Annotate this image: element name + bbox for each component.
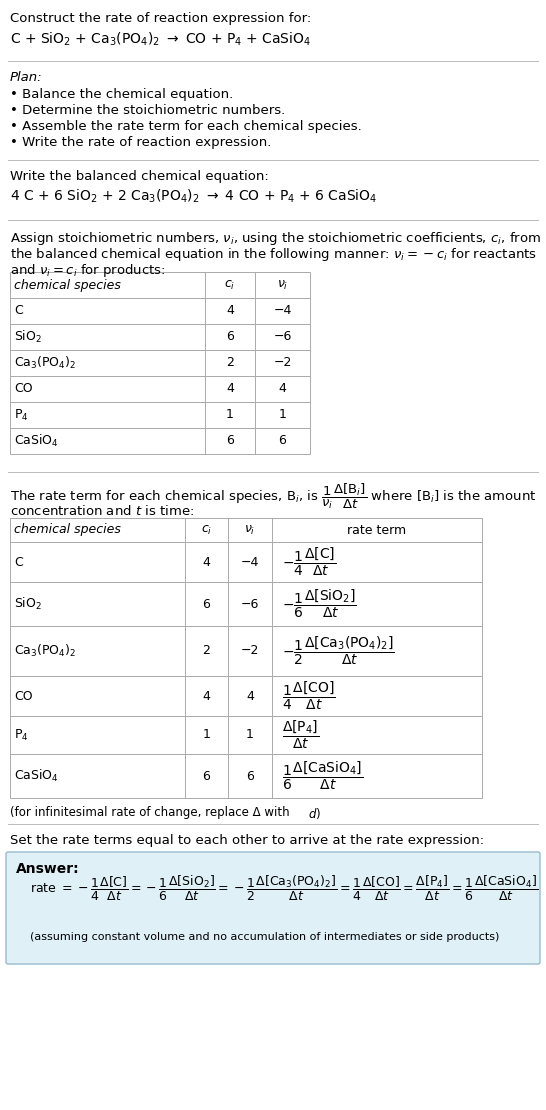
Bar [10, 676, 482, 716]
Text: concentration and $t$ is time:: concentration and $t$ is time: [10, 504, 194, 518]
Text: 6: 6 [226, 331, 234, 343]
Text: $\nu_i$: $\nu_i$ [277, 279, 288, 292]
Text: −6: −6 [274, 331, 292, 343]
Text: 4: 4 [226, 304, 234, 317]
Text: rate term: rate term [347, 524, 407, 536]
Bar [10, 754, 482, 798]
Text: $\nu_i$: $\nu_i$ [244, 524, 256, 536]
Text: −6: −6 [241, 597, 259, 611]
Text: 1: 1 [246, 728, 254, 741]
Text: $d$): $d$) [308, 806, 321, 821]
Text: 4: 4 [278, 383, 287, 395]
Bar [10, 428, 310, 454]
Text: −4: −4 [274, 304, 292, 317]
Bar [10, 350, 310, 376]
Text: CaSiO$_4$: CaSiO$_4$ [14, 433, 59, 450]
Bar [10, 582, 482, 626]
Text: chemical species: chemical species [14, 524, 121, 536]
Text: SiO$_2$: SiO$_2$ [14, 329, 42, 345]
Text: Set the rate terms equal to each other to arrive at the rate expression:: Set the rate terms equal to each other t… [10, 834, 484, 847]
Text: 6: 6 [226, 434, 234, 447]
Text: chemical species: chemical species [14, 279, 121, 292]
Text: 6: 6 [203, 597, 210, 611]
Text: • Determine the stoichiometric numbers.: • Determine the stoichiometric numbers. [10, 104, 285, 117]
Text: 6: 6 [246, 769, 254, 783]
Text: 4 C + 6 SiO$_2$ + 2 Ca$_3$(PO$_4$)$_2$ $\rightarrow$ 4 CO + P$_4$ + 6 CaSiO$_4$: 4 C + 6 SiO$_2$ + 2 Ca$_3$(PO$_4$)$_2$ $… [10, 188, 377, 205]
Text: the balanced chemical equation in the following manner: $\nu_i = -c_i$ for react: the balanced chemical equation in the fo… [10, 246, 537, 263]
Bar [10, 716, 482, 754]
Bar [10, 272, 310, 297]
Text: $-\dfrac{1}{4}\dfrac{\Delta[\mathrm{C}]}{\Delta t}$: $-\dfrac{1}{4}\dfrac{\Delta[\mathrm{C}]}… [282, 546, 336, 578]
Text: • Assemble the rate term for each chemical species.: • Assemble the rate term for each chemic… [10, 120, 362, 133]
Text: $c_i$: $c_i$ [201, 524, 212, 536]
Text: • Write the rate of reaction expression.: • Write the rate of reaction expression. [10, 137, 271, 149]
Text: 1: 1 [278, 408, 287, 422]
Text: CaSiO$_4$: CaSiO$_4$ [14, 768, 59, 784]
Text: −2: −2 [274, 356, 292, 370]
Text: The rate term for each chemical species, B$_i$, is $\dfrac{1}{\nu_i}\dfrac{\Delt: The rate term for each chemical species,… [10, 482, 536, 512]
Bar [10, 626, 482, 676]
Text: C + SiO$_2$ + Ca$_3$(PO$_4$)$_2$ $\rightarrow$ CO + P$_4$ + CaSiO$_4$: C + SiO$_2$ + Ca$_3$(PO$_4$)$_2$ $\right… [10, 31, 311, 49]
Text: (assuming constant volume and no accumulation of intermediates or side products): (assuming constant volume and no accumul… [30, 932, 500, 942]
Text: CO: CO [14, 689, 33, 703]
Text: 4: 4 [246, 689, 254, 703]
Text: 6: 6 [203, 769, 210, 783]
Text: and $\nu_i = c_i$ for products:: and $\nu_i = c_i$ for products: [10, 262, 165, 279]
Text: $-\dfrac{1}{2}\dfrac{\Delta[\mathrm{Ca}_3(\mathrm{PO}_4)_2]}{\Delta t}$: $-\dfrac{1}{2}\dfrac{\Delta[\mathrm{Ca}_… [282, 635, 395, 667]
Text: rate $= -\dfrac{1}{4}\dfrac{\Delta[\mathrm{C}]}{\Delta t} = -\dfrac{1}{6}\dfrac{: rate $= -\dfrac{1}{4}\dfrac{\Delta[\math… [30, 874, 538, 902]
Text: SiO$_2$: SiO$_2$ [14, 596, 42, 612]
Text: $-\dfrac{1}{6}\dfrac{\Delta[\mathrm{SiO}_2]}{\Delta t}$: $-\dfrac{1}{6}\dfrac{\Delta[\mathrm{SiO}… [282, 588, 357, 620]
Text: 1: 1 [226, 408, 234, 422]
Bar [10, 402, 310, 428]
Text: Assign stoichiometric numbers, $\nu_i$, using the stoichiometric coefficients, $: Assign stoichiometric numbers, $\nu_i$, … [10, 230, 541, 248]
Text: Plan:: Plan: [10, 71, 43, 84]
Text: CO: CO [14, 383, 33, 395]
Text: (for infinitesimal rate of change, replace Δ with: (for infinitesimal rate of change, repla… [10, 806, 293, 819]
Text: C: C [14, 555, 23, 568]
Text: 2: 2 [203, 645, 210, 657]
Text: Ca$_3$(PO$_4$)$_2$: Ca$_3$(PO$_4$)$_2$ [14, 643, 76, 659]
FancyBboxPatch shape [6, 852, 540, 963]
Text: Answer:: Answer: [16, 862, 80, 876]
Text: 4: 4 [203, 555, 210, 568]
Text: P$_4$: P$_4$ [14, 407, 28, 423]
Bar [10, 324, 310, 350]
Text: Construct the rate of reaction expression for:: Construct the rate of reaction expressio… [10, 12, 311, 26]
Bar [10, 297, 310, 324]
Text: −4: −4 [241, 555, 259, 568]
Text: 4: 4 [203, 689, 210, 703]
Text: 4: 4 [226, 383, 234, 395]
Text: $\dfrac{1}{6}\dfrac{\Delta[\mathrm{CaSiO}_4]}{\Delta t}$: $\dfrac{1}{6}\dfrac{\Delta[\mathrm{CaSiO… [282, 760, 364, 793]
Text: $\dfrac{\Delta[\mathrm{P}_4]}{\Delta t}$: $\dfrac{\Delta[\mathrm{P}_4]}{\Delta t}$ [282, 719, 319, 751]
Bar [10, 518, 482, 542]
Text: P$_4$: P$_4$ [14, 727, 28, 743]
Text: 2: 2 [226, 356, 234, 370]
Bar [10, 542, 482, 582]
Text: Ca$_3$(PO$_4$)$_2$: Ca$_3$(PO$_4$)$_2$ [14, 355, 76, 371]
Text: 1: 1 [203, 728, 210, 741]
Text: Write the balanced chemical equation:: Write the balanced chemical equation: [10, 170, 269, 183]
Text: • Balance the chemical equation.: • Balance the chemical equation. [10, 88, 233, 101]
Text: −2: −2 [241, 645, 259, 657]
Text: $c_i$: $c_i$ [224, 279, 236, 292]
Bar [10, 376, 310, 402]
Text: C: C [14, 304, 23, 317]
Text: 6: 6 [278, 434, 287, 447]
Text: $\dfrac{1}{4}\dfrac{\Delta[\mathrm{CO}]}{\Delta t}$: $\dfrac{1}{4}\dfrac{\Delta[\mathrm{CO}]}… [282, 679, 335, 713]
